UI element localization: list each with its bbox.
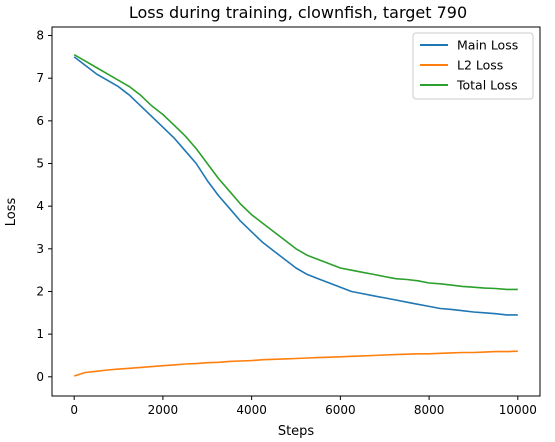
x-tick-label: 0 xyxy=(70,403,78,417)
x-axis: 0 2000 4000 6000 8000 10000 xyxy=(70,396,537,417)
y-axis-label: Loss xyxy=(4,198,19,227)
x-tick-label: 10000 xyxy=(499,403,537,417)
series-line-0 xyxy=(73,56,518,316)
x-tick-label: 4000 xyxy=(236,403,267,417)
series-line-2 xyxy=(73,54,518,291)
x-axis-label: Steps xyxy=(278,424,315,439)
legend-label-0: Main Loss xyxy=(457,38,518,53)
legend-label-2: Total Loss xyxy=(456,78,518,93)
plot-frame xyxy=(51,26,541,397)
x-tick-label: 2000 xyxy=(148,403,179,417)
x-tick-label: 6000 xyxy=(325,403,356,417)
y-tick-label: 0 xyxy=(36,370,44,384)
y-tick-label: 6 xyxy=(36,114,44,128)
plot-area xyxy=(73,54,518,377)
legend-box xyxy=(412,32,534,100)
legend-label-1: L2 Loss xyxy=(457,58,503,73)
y-axis: 0 1 2 3 4 5 6 7 8 xyxy=(36,29,52,384)
legend: Main Loss L2 Loss Total Loss xyxy=(412,32,534,100)
y-tick-label: 5 xyxy=(36,157,44,171)
y-tick-label: 8 xyxy=(36,29,44,43)
y-tick-label: 7 xyxy=(36,71,44,85)
y-tick-label: 1 xyxy=(36,327,44,341)
chart-title: Loss during training, clownfish, target … xyxy=(129,3,467,22)
y-tick-label: 2 xyxy=(36,284,44,298)
series-line-1 xyxy=(73,350,518,377)
x-tick-label: 8000 xyxy=(414,403,445,417)
y-tick-label: 3 xyxy=(36,242,44,256)
y-tick-label: 4 xyxy=(36,199,44,213)
